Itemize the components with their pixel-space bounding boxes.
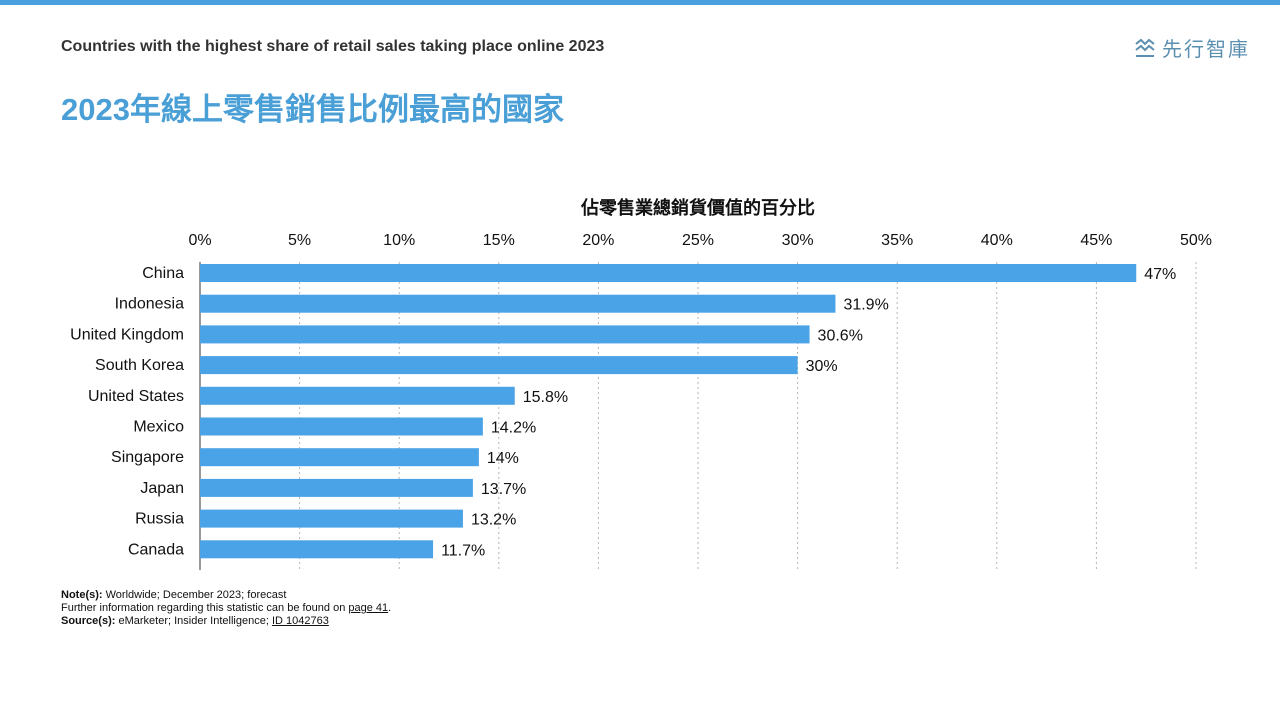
category-label: Mexico — [133, 419, 184, 436]
bar — [200, 540, 434, 559]
data-label: 47% — [1144, 266, 1176, 283]
stacked-waves-icon — [1135, 38, 1155, 57]
category-label: Singapore — [111, 449, 184, 466]
top-accent-bar — [0, 0, 1280, 5]
bar — [200, 294, 836, 313]
bar — [200, 478, 473, 497]
data-label: 11.7% — [441, 542, 485, 559]
data-label: 14.2% — [491, 420, 536, 437]
chart-title: 佔零售業總銷貨價值的百分比 — [581, 198, 815, 218]
data-label: 13.2% — [471, 512, 516, 529]
x-tick-label: 20% — [582, 232, 614, 249]
x-tick-label: 10% — [383, 232, 415, 249]
x-tick-label: 5% — [288, 232, 311, 249]
page-title: 2023年線上零售銷售比例最高的國家 — [61, 92, 564, 127]
x-tick-label: 50% — [1180, 232, 1212, 249]
data-label: 31.9% — [843, 297, 888, 314]
bar — [200, 325, 810, 344]
statistic-id-link[interactable]: ID 1042763 — [271, 615, 329, 627]
category-label: Russia — [135, 511, 184, 528]
note-line: Note(s): Worldwide; December 2023; forec… — [61, 589, 287, 601]
bar — [200, 356, 798, 375]
data-label: 30% — [806, 358, 838, 375]
x-tick-label: 40% — [981, 232, 1013, 249]
x-tick-label: 30% — [782, 232, 814, 249]
data-label: 14% — [487, 450, 519, 467]
x-tick-label: 45% — [1080, 232, 1112, 249]
bar — [200, 386, 515, 405]
bar — [200, 448, 479, 467]
x-tick-label: 35% — [881, 232, 913, 249]
bar — [200, 417, 483, 436]
data-label: 15.8% — [523, 389, 568, 406]
x-tick-label: 0% — [188, 232, 211, 249]
bar — [200, 509, 463, 528]
category-label: China — [142, 265, 184, 282]
bar — [200, 264, 1137, 282]
category-label: United Kingdom — [70, 326, 184, 343]
source-line: Source(s): eMarketer; Insider Intelligen… — [61, 615, 329, 627]
category-label: Canada — [128, 541, 184, 558]
data-label: 13.7% — [481, 481, 526, 498]
category-label: Indonesia — [115, 296, 184, 313]
brand-logo: 先行智庫 — [1134, 33, 1250, 62]
category-label: United States — [88, 388, 184, 405]
x-tick-label: 15% — [483, 232, 515, 249]
chart-notes: Note(s): Worldwide; December 2023; forec… — [61, 589, 391, 628]
logo-text: 先行智庫 — [1162, 39, 1250, 61]
info-line: Further information regarding this stati… — [61, 602, 392, 614]
english-subtitle: Countries with the highest share of reta… — [61, 38, 605, 55]
category-label: Japan — [140, 480, 184, 497]
page-link[interactable]: page 41 — [348, 602, 389, 614]
x-tick-label: 25% — [682, 232, 714, 249]
category-label: South Korea — [95, 357, 184, 374]
data-label: 30.6% — [818, 327, 863, 344]
